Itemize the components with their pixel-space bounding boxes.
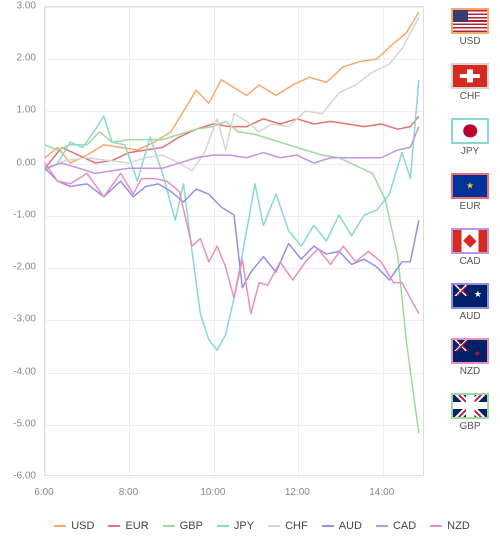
legend-item-chf[interactable]: CHF xyxy=(268,520,308,532)
flag-label: GBP xyxy=(459,421,480,432)
legend-item-cad[interactable]: CAD xyxy=(376,520,416,532)
legend-swatch-icon xyxy=(376,525,388,527)
legend-swatch-icon xyxy=(54,525,66,527)
plot xyxy=(44,6,424,476)
legend-label: JPY xyxy=(234,520,254,532)
flag-label: CHF xyxy=(460,91,481,102)
nz-flag-icon xyxy=(451,338,489,364)
flag-card-nzd[interactable]: NZD xyxy=(444,338,496,377)
x-tick-label: 14:00 xyxy=(369,487,394,498)
flag-label: NZD xyxy=(460,366,481,377)
flag-label: JPY xyxy=(461,146,479,157)
legend-label: AUD xyxy=(339,520,362,532)
ch-flag-icon xyxy=(451,63,489,89)
y-tick-label: -1.00 xyxy=(0,209,40,220)
flag-card-usd[interactable]: USD xyxy=(444,8,496,47)
legend-swatch-icon xyxy=(430,525,442,527)
y-tick-label: -4.00 xyxy=(0,366,40,377)
flag-card-gbp[interactable]: GBP xyxy=(444,393,496,432)
legend-item-usd[interactable]: USD xyxy=(54,520,94,532)
currency-side-legend: USD CHF JPY EUR CAD AUD NZD GBP xyxy=(440,0,500,500)
legend-swatch-icon xyxy=(163,525,175,527)
flag-card-eur[interactable]: EUR xyxy=(444,173,496,212)
legend-swatch-icon xyxy=(108,525,120,527)
chart-lines xyxy=(45,7,423,475)
chart-area: -6.00 -5.00 -4.00 -3.00 -2.00 -1.00 0.00 1.00 2.… xyxy=(0,0,440,500)
flag-label: CAD xyxy=(459,256,480,267)
flag-label: EUR xyxy=(459,201,480,212)
flag-card-jpy[interactable]: JPY xyxy=(444,118,496,157)
y-tick-label: -3.00 xyxy=(0,314,40,325)
series-gbp xyxy=(45,121,419,433)
us-flag-icon xyxy=(451,8,489,34)
flag-card-aud[interactable]: AUD xyxy=(444,283,496,322)
au-flag-icon xyxy=(451,283,489,309)
series-chf xyxy=(45,17,419,170)
flag-label: AUD xyxy=(459,311,480,322)
legend-label: CAD xyxy=(393,520,416,532)
flag-card-chf[interactable]: CHF xyxy=(444,63,496,102)
eu-flag-icon xyxy=(451,173,489,199)
legend-label: CHF xyxy=(285,520,308,532)
y-tick-label: -2.00 xyxy=(0,262,40,273)
legend-swatch-icon xyxy=(268,525,280,527)
legend-item-nzd[interactable]: NZD xyxy=(430,520,470,532)
legend-swatch-icon xyxy=(217,525,229,527)
jp-flag-icon xyxy=(451,118,489,144)
series-nzd xyxy=(45,163,419,314)
legend-label: GBP xyxy=(180,520,203,532)
y-tick-label: 1.00 xyxy=(0,105,40,116)
currency-bottom-legend: USD EUR GBP JPY CHF AUD CAD NZD xyxy=(0,500,500,546)
x-tick-label: 8:00 xyxy=(119,487,138,498)
x-tick-label: 10:00 xyxy=(200,487,225,498)
y-tick-label: -5.00 xyxy=(0,418,40,429)
x-tick-label: 6:00 xyxy=(34,487,53,498)
y-tick-label: 2.00 xyxy=(0,53,40,64)
legend-label: NZD xyxy=(447,520,470,532)
legend-label: USD xyxy=(71,520,94,532)
flag-label: USD xyxy=(459,36,480,47)
x-tick-label: 12:00 xyxy=(285,487,310,498)
y-tick-label: 3.00 xyxy=(0,1,40,12)
series-aud xyxy=(45,168,419,288)
legend-item-aud[interactable]: AUD xyxy=(322,520,362,532)
y-tick-label: -6.00 xyxy=(0,471,40,482)
y-tick-label: 0.00 xyxy=(0,157,40,168)
series-usd xyxy=(45,12,419,163)
legend-swatch-icon xyxy=(322,525,334,527)
flag-card-cad[interactable]: CAD xyxy=(444,228,496,267)
legend-item-jpy[interactable]: JPY xyxy=(217,520,254,532)
legend-label: EUR xyxy=(125,520,148,532)
gb-flag-icon xyxy=(451,393,489,419)
ca-flag-icon xyxy=(451,228,489,254)
legend-item-eur[interactable]: EUR xyxy=(108,520,148,532)
legend-item-gbp[interactable]: GBP xyxy=(163,520,203,532)
